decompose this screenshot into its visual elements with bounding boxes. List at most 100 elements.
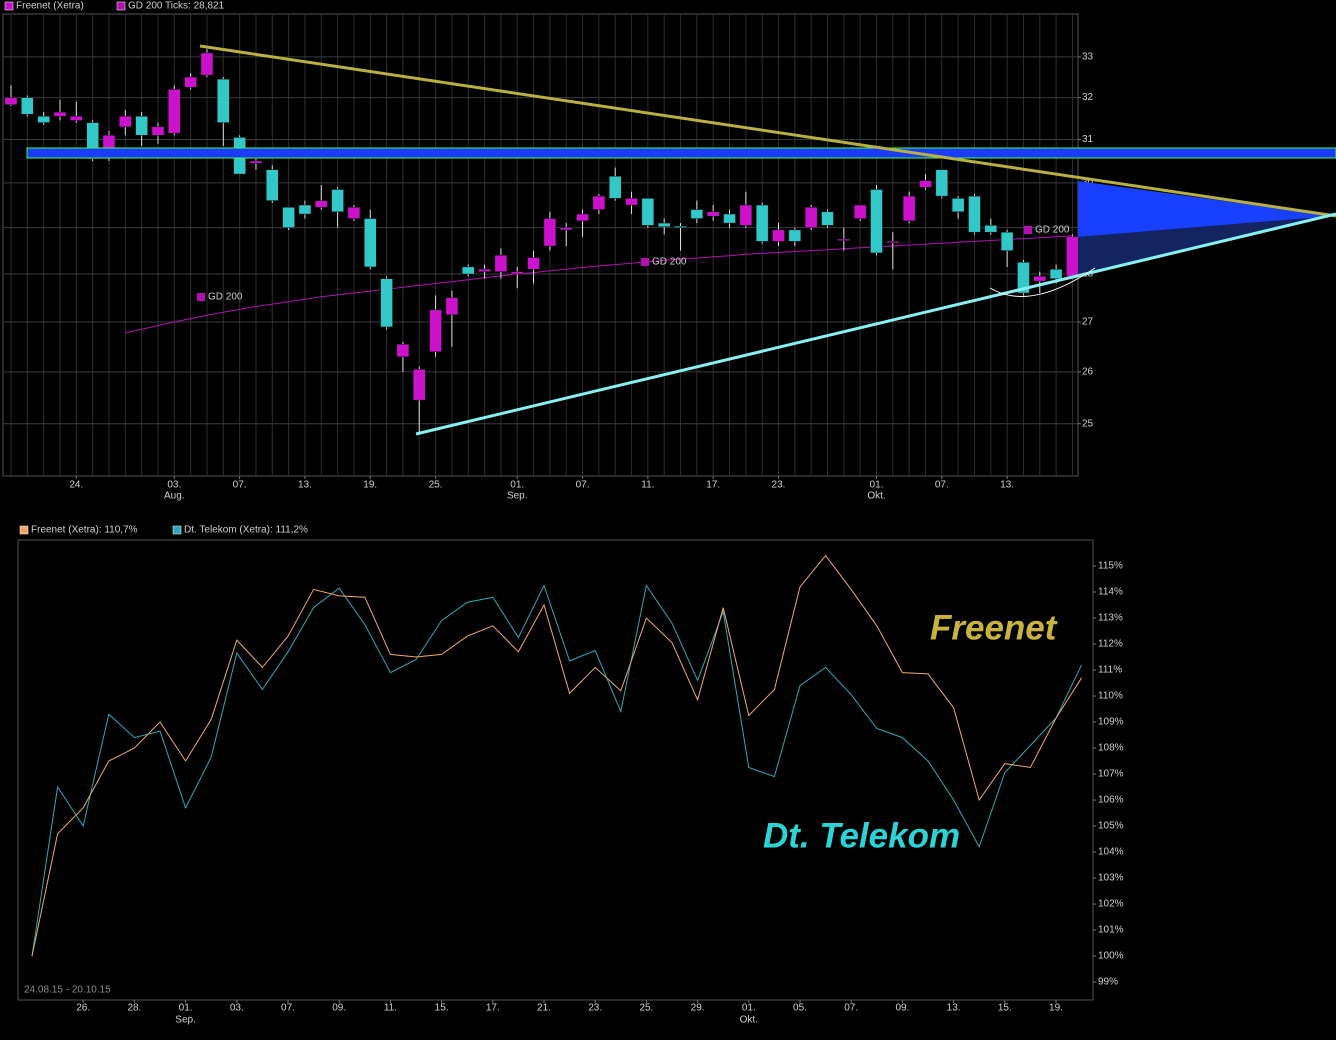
- annotation: GD 200: [1035, 225, 1070, 236]
- candle-body: [739, 204, 753, 226]
- candle-body: [21, 97, 34, 115]
- x-tick-label: 03.: [167, 480, 181, 491]
- candle-body: [1000, 231, 1014, 251]
- candle-body: [723, 213, 736, 224]
- candle-body: [429, 309, 442, 352]
- x-tick-label: 17.: [486, 1003, 500, 1014]
- x-tick-label: 01.: [870, 480, 884, 491]
- y-tick-label: 25: [1082, 418, 1094, 429]
- y-tick-label: 33: [1082, 52, 1094, 63]
- date-range: 24.08.15 - 20.10.15: [24, 985, 111, 996]
- x-month-label: Aug.: [164, 491, 185, 502]
- upper-trend-line: [199, 44, 1336, 218]
- candle-body: [755, 204, 769, 242]
- candle-body: [984, 225, 998, 233]
- x-tick-label: 11.: [384, 1003, 397, 1014]
- y-tick-label: 112%: [1098, 639, 1123, 650]
- candle-body: [380, 278, 393, 328]
- candle-body: [168, 89, 181, 134]
- x-tick-label: 03.: [230, 1003, 244, 1014]
- y-tick-label: 27: [1082, 317, 1094, 328]
- x-tick-label: 15.: [435, 1003, 449, 1014]
- x-tick-label: 01.: [742, 1003, 756, 1014]
- y-tick-label: 114%: [1098, 587, 1123, 598]
- annotation: Freenet: [930, 608, 1058, 647]
- x-tick-label: 01.: [179, 1003, 193, 1014]
- candle-body: [576, 213, 589, 222]
- x-tick-label: 17.: [706, 480, 720, 491]
- legend-label: GD 200 Ticks: 28,821: [128, 1, 225, 12]
- y-tick-label: 111%: [1098, 665, 1122, 676]
- candle-body: [772, 229, 785, 242]
- legend-label: Freenet (Xetra): [16, 1, 84, 12]
- x-month-label: Okt.: [740, 1015, 758, 1026]
- legend-swatch: [19, 525, 29, 535]
- candle-body: [919, 180, 932, 188]
- candle-body: [347, 207, 361, 219]
- candle-body: [1017, 262, 1030, 294]
- candle-body: [527, 257, 540, 270]
- candle-body: [184, 76, 197, 88]
- candle-body: [804, 207, 818, 228]
- y-tick-label: 26: [1082, 367, 1094, 378]
- legend-label: Dt. Telekom (Xetra): 111,2%: [184, 525, 308, 536]
- candle-body: [119, 116, 132, 128]
- x-tick-label: 07.: [576, 480, 590, 491]
- y-tick-label: 104%: [1098, 847, 1124, 858]
- y-tick-label: 108%: [1098, 743, 1124, 754]
- x-tick-label: 05.: [793, 1003, 807, 1014]
- x-month-label: Sep.: [507, 491, 528, 502]
- moving-average-line: [125, 235, 1073, 334]
- x-tick-label: 25.: [429, 480, 443, 491]
- annotation-swatch: [641, 258, 649, 266]
- x-tick-label: 07.: [935, 480, 949, 491]
- candle-body: [608, 176, 622, 199]
- candle-body: [461, 266, 475, 275]
- x-tick-label: 13.: [298, 480, 312, 491]
- candle-body: [53, 111, 67, 117]
- x-tick-label: 01.: [510, 480, 524, 491]
- annotation: GD 200: [208, 292, 243, 303]
- lower-trend-line: [415, 212, 1336, 436]
- candle-body: [625, 198, 638, 206]
- x-tick-label: 26.: [76, 1003, 90, 1014]
- x-tick-label: 07.: [233, 480, 247, 491]
- candle-body: [396, 343, 410, 357]
- candle-body: [788, 229, 802, 242]
- triangle-upper: [1078, 181, 1334, 237]
- x-tick-label: 09.: [895, 1003, 909, 1014]
- series-line: [31, 584, 1083, 957]
- candle-body: [592, 195, 606, 210]
- x-tick-label: 23.: [772, 480, 786, 491]
- legend-swatch: [4, 1, 14, 11]
- plot-frame: [17, 539, 1094, 1001]
- candle-body: [200, 52, 214, 76]
- y-tick-label: 103%: [1098, 873, 1124, 884]
- x-tick-label: 13.: [947, 1003, 961, 1014]
- candle-body: [478, 269, 491, 272]
- y-tick-label: 31: [1082, 134, 1094, 145]
- candle-body: [821, 211, 834, 226]
- candle-body: [641, 198, 655, 226]
- y-tick-label: 32: [1082, 92, 1094, 103]
- x-tick-label: 21.: [537, 1003, 551, 1014]
- candle-body: [1049, 269, 1063, 279]
- y-tick-label: 102%: [1098, 899, 1124, 910]
- y-tick-label: 107%: [1098, 769, 1124, 780]
- x-tick-label: 07.: [281, 1003, 295, 1014]
- series-line: [31, 554, 1083, 957]
- candle-body: [494, 255, 508, 272]
- x-tick-label: 28.: [127, 1003, 141, 1014]
- candle-body: [1033, 276, 1047, 282]
- candle-body: [70, 116, 83, 121]
- candle-body: [217, 78, 230, 123]
- x-tick-label: 13.: [1000, 480, 1014, 491]
- candle-body: [870, 189, 883, 254]
- candle-body: [837, 238, 851, 241]
- y-tick-label: 105%: [1098, 821, 1124, 832]
- x-month-label: Sep.: [175, 1015, 196, 1026]
- candle-body: [37, 116, 50, 123]
- resistance-band: [26, 147, 1336, 159]
- candle-body: [690, 209, 704, 219]
